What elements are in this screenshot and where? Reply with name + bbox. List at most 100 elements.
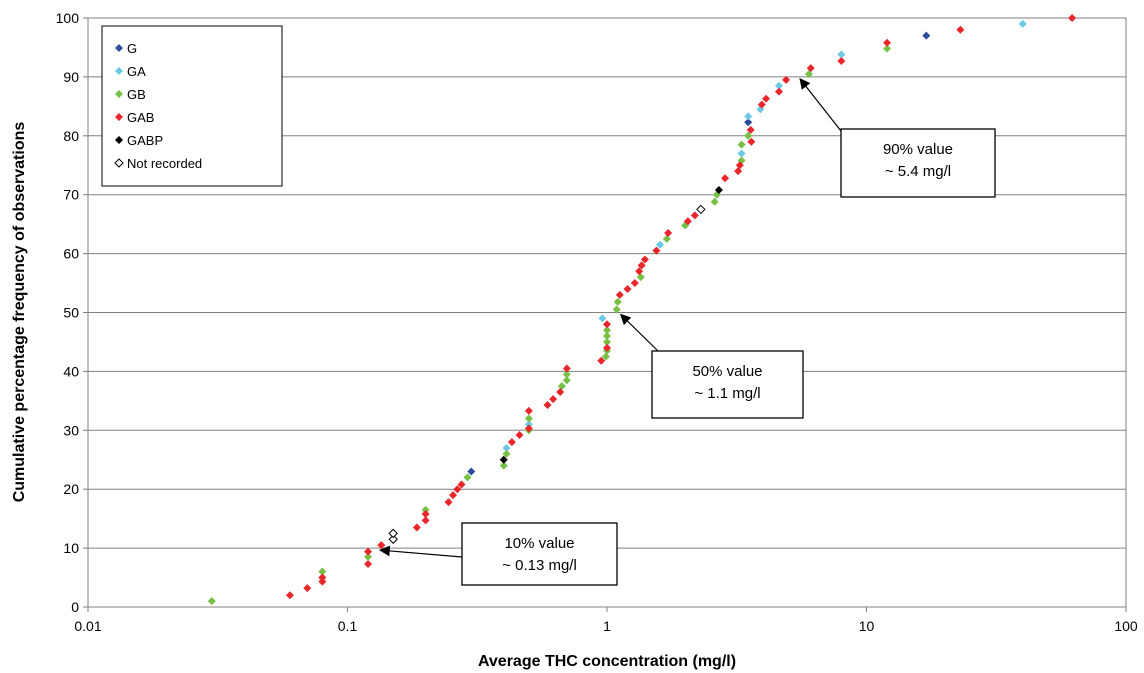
data-point-gb (421, 505, 430, 514)
data-point-gab (318, 577, 327, 586)
data-point-gab (746, 125, 755, 134)
legend-label: G (127, 41, 137, 56)
legend-marker (115, 90, 123, 98)
y-tick-label: 70 (63, 187, 79, 203)
data-point-gab (285, 591, 294, 600)
data-point-gb (557, 382, 566, 391)
data-point-gab (524, 424, 533, 433)
y-tick-label: 50 (63, 305, 79, 321)
data-point-not-recorded (696, 204, 706, 215)
annotation-arrow (619, 313, 659, 352)
data-point-gab (1068, 14, 1077, 22)
annotation-text: ~ 1.1 mg/l (694, 385, 760, 402)
data-point-ga (524, 420, 533, 429)
data-point-gab (421, 516, 430, 525)
data-point-gab (652, 246, 661, 255)
annotation-arrow (378, 545, 463, 558)
legend: G GA GB GAB GABP Not recorded (101, 25, 283, 187)
legend-label: GA (127, 64, 146, 79)
y-tick-label: 80 (63, 128, 79, 144)
data-point-gb (463, 473, 472, 482)
data-point-gab (364, 547, 373, 556)
data-point-gb (613, 297, 622, 306)
data-point-gb (710, 197, 719, 206)
legend-marker (115, 67, 123, 75)
data-point-gab (635, 267, 644, 276)
data-point-gab (734, 167, 743, 176)
data-point-gab (623, 284, 632, 293)
y-tick-label: 40 (63, 363, 79, 379)
data-point-gab (549, 395, 558, 404)
data-point-gb (603, 337, 611, 346)
data-point-gab (318, 573, 327, 582)
data-point-gab (721, 174, 730, 183)
legend-label: Not recorded (127, 156, 202, 171)
data-point-gab (421, 509, 430, 518)
data-point-gb (502, 449, 511, 458)
data-point-gb (662, 234, 671, 243)
data-points (207, 14, 1077, 606)
annotation-text: ~ 0.13 mg/l (502, 557, 577, 574)
data-point-gab (637, 261, 646, 270)
data-point-not-recorded (388, 534, 398, 544)
data-point-gab (806, 64, 815, 73)
data-point-gab (444, 498, 453, 507)
data-point-gab (956, 25, 965, 34)
x-tick-label: 100 (1114, 618, 1138, 634)
y-tick-label: 100 (56, 10, 80, 26)
data-point-gb (737, 140, 746, 149)
x-axis-title: Average THC concentration (mg/l) (478, 653, 736, 670)
y-tick-label: 60 (63, 246, 79, 262)
data-point-g (922, 31, 931, 40)
annotation-box (651, 350, 804, 419)
data-point-ga (655, 240, 664, 249)
legend-marker (115, 44, 123, 52)
data-point-gab (664, 228, 673, 237)
data-point-g (744, 118, 753, 127)
x-tick-label: 10 (859, 618, 875, 634)
data-point-gab (757, 100, 766, 109)
legend-label: GABP (127, 133, 163, 148)
data-point-gb (499, 461, 508, 470)
data-point-gab (562, 364, 571, 373)
annotations: 10% value ~ 0.13 mg/l 50% value ~ 1.1 mg/l 9… (378, 78, 996, 586)
legend-marker (115, 113, 123, 121)
data-point-gab (457, 480, 466, 489)
data-point-gab (412, 523, 421, 532)
data-point-g (467, 467, 476, 476)
data-point-gb (562, 376, 571, 385)
data-point-gab (690, 211, 699, 220)
data-point-gab (774, 87, 783, 96)
x-tick-label: 0.1 (338, 618, 358, 634)
data-point-gb (562, 370, 571, 379)
data-point-gab (556, 388, 565, 397)
annotation-box (840, 128, 996, 198)
data-point-ga (744, 112, 753, 121)
data-point-gab (515, 431, 524, 440)
data-point-gb (207, 597, 216, 606)
data-point-gab (543, 400, 552, 409)
data-point-gab (303, 584, 312, 593)
legend-marker (114, 158, 124, 168)
data-point-ga (1018, 19, 1027, 28)
data-point-gab (747, 137, 756, 146)
data-point-ga (598, 314, 607, 323)
data-point-gab (364, 560, 373, 569)
legend-marker (115, 136, 123, 144)
annotation-text: ~ 5.4 mg/l (885, 163, 951, 180)
data-point-gab (837, 56, 846, 65)
data-point-gb (524, 414, 533, 423)
data-point-gb (603, 326, 611, 335)
x-tick-label: 0.01 (74, 618, 101, 634)
y-tick-label: 10 (63, 540, 79, 556)
data-point-gab (448, 491, 457, 500)
data-point-gab (762, 94, 771, 103)
y-tick-label: 90 (63, 69, 79, 85)
data-point-gab (782, 75, 791, 84)
data-point-ga (837, 50, 846, 59)
y-axis-title: Cumulative percentage frequency of obser… (11, 122, 28, 503)
annotation-text: 10% value (504, 535, 574, 552)
data-point-gab (615, 290, 624, 299)
y-tick-label: 0 (71, 599, 79, 615)
